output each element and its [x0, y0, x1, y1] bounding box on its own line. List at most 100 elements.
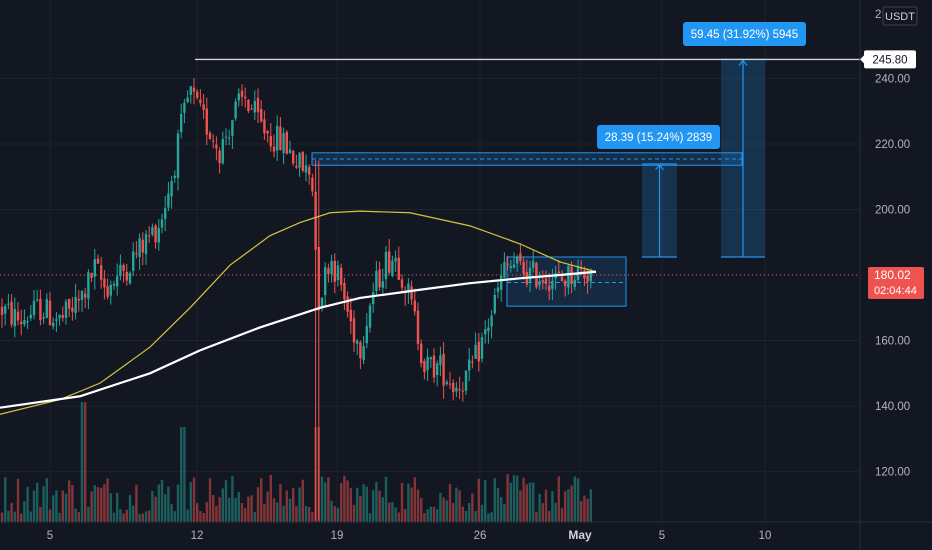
volume-bar	[292, 487, 295, 522]
volume-bar	[263, 503, 266, 522]
volume-bar	[7, 510, 10, 522]
x-tick-label: 26	[474, 530, 487, 542]
y-tick-label: 240.00	[875, 73, 910, 85]
volume-bar	[138, 513, 141, 522]
candle-body	[548, 285, 551, 291]
candle-body	[45, 299, 48, 318]
volume-bar	[445, 500, 448, 522]
volume-bar	[544, 489, 548, 522]
volume-bar	[375, 481, 378, 522]
y-axis: 240.00220.00200.00180.00160.00140.00120.…	[875, 9, 910, 479]
high-level-tag-text: 245.80	[872, 54, 907, 66]
volume-bar	[429, 506, 432, 522]
candle-body	[10, 301, 13, 325]
candle-body	[368, 305, 372, 328]
measure-label: 28.39 (15.24%) 2839	[597, 125, 720, 149]
volume-bar	[384, 476, 388, 522]
candle-body	[237, 93, 240, 101]
candle-body	[493, 294, 496, 313]
candle-body	[496, 287, 500, 292]
volume-bar	[247, 496, 250, 522]
candle-body	[423, 361, 426, 373]
candle-body	[279, 126, 282, 150]
y-tick-label: 120.00	[875, 467, 910, 479]
volume-bar	[16, 478, 20, 522]
volume-bar	[199, 511, 202, 522]
candle-body	[100, 265, 103, 280]
candle-body	[196, 91, 199, 98]
candle-body	[583, 270, 586, 279]
candle-body	[308, 167, 311, 175]
candle-body	[429, 357, 432, 360]
candle-body	[58, 314, 61, 319]
grid	[0, 0, 860, 522]
volume-bar	[394, 507, 397, 522]
candle-body	[189, 86, 192, 95]
volume-bar	[439, 492, 442, 522]
volume-bar	[381, 497, 384, 522]
candle-body	[224, 136, 228, 138]
candle-body	[141, 239, 144, 253]
volume-bar	[93, 485, 96, 522]
x-tick-label: 12	[191, 530, 204, 542]
candle-body	[503, 262, 506, 278]
candle-body	[442, 353, 445, 386]
volume-bar	[551, 491, 554, 522]
candle-body	[112, 283, 116, 286]
volume-bar	[144, 511, 148, 522]
volume-bar	[20, 513, 23, 522]
candle-body	[551, 280, 554, 289]
volume-bar	[192, 477, 196, 522]
volume-bar	[256, 487, 260, 522]
candle-body	[573, 280, 576, 287]
x-axis: 5 12 19 26 May 5 10	[0, 521, 932, 542]
currency-box[interactable]	[882, 6, 918, 26]
volume-bar	[327, 477, 330, 522]
volume-bar	[509, 482, 512, 522]
candle-body	[240, 90, 244, 97]
volume-bar	[464, 510, 468, 522]
volume-bar	[68, 480, 71, 522]
volume-bar	[87, 506, 90, 522]
measure-tool[interactable]	[721, 58, 765, 258]
volume-bar	[365, 486, 368, 522]
candle-body	[567, 265, 570, 288]
candle-body	[221, 139, 224, 164]
candle-body	[186, 97, 189, 103]
candle-body	[528, 267, 532, 282]
candle-body	[349, 309, 352, 322]
measure-tool[interactable]	[642, 163, 677, 258]
volume-bar	[285, 490, 288, 522]
volume-bar	[279, 484, 282, 522]
volume-bar	[125, 509, 128, 522]
candle-body	[173, 175, 176, 178]
volume-bar	[410, 487, 413, 522]
volume-bar	[128, 495, 132, 522]
candle-body	[388, 251, 391, 273]
candle-body	[477, 341, 480, 362]
volume-bar	[448, 483, 452, 522]
volume-bar	[477, 478, 480, 522]
volume-bar	[234, 498, 237, 522]
volume-bar	[340, 483, 343, 522]
volume-bar	[503, 503, 506, 522]
candle-body	[448, 383, 452, 385]
volume-bar	[170, 504, 173, 522]
volume-bar	[228, 497, 231, 522]
candle-body	[506, 263, 509, 266]
volume-bar	[487, 513, 490, 522]
volume-bar	[36, 482, 39, 522]
volume-bar	[423, 513, 426, 522]
high-level-tag	[864, 50, 916, 69]
candle-body	[42, 317, 45, 319]
volume-bar	[0, 512, 4, 522]
range-zone[interactable]	[506, 256, 627, 307]
volume-bar	[109, 493, 112, 522]
volume-bar	[455, 487, 458, 522]
candles	[0, 78, 592, 521]
volume-bar	[493, 478, 496, 522]
candle-body	[212, 140, 215, 142]
currency-label[interactable]: USDT	[885, 11, 915, 23]
